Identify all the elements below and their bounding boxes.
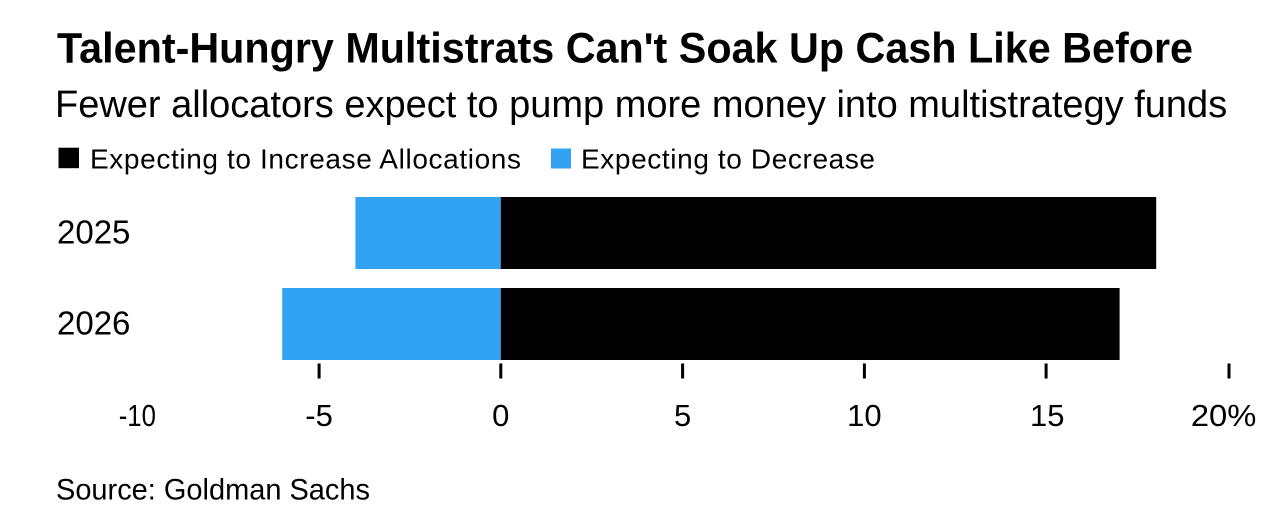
svg-text:5: 5 [674,398,691,433]
svg-text:-10: -10 [119,398,156,433]
svg-text:Talent-Hungry Multistrats Can': Talent-Hungry Multistrats Can't Soak Up … [57,24,1193,72]
svg-text:Expecting to Decrease: Expecting to Decrease [581,144,875,175]
svg-text:Expecting to Increase Allocati: Expecting to Increase Allocations [90,144,521,175]
svg-text:15: 15 [1030,398,1064,433]
svg-text:2026: 2026 [57,304,130,341]
svg-text:20%: 20% [1191,398,1257,433]
svg-text:0: 0 [492,398,509,433]
svg-text:-5: -5 [305,398,333,433]
svg-text:10: 10 [847,398,881,433]
svg-text:2025: 2025 [57,213,130,250]
svg-text:Source: Goldman Sachs: Source: Goldman Sachs [56,474,370,507]
svg-text:Fewer allocators expect to pum: Fewer allocators expect to pump more mon… [55,84,1227,126]
